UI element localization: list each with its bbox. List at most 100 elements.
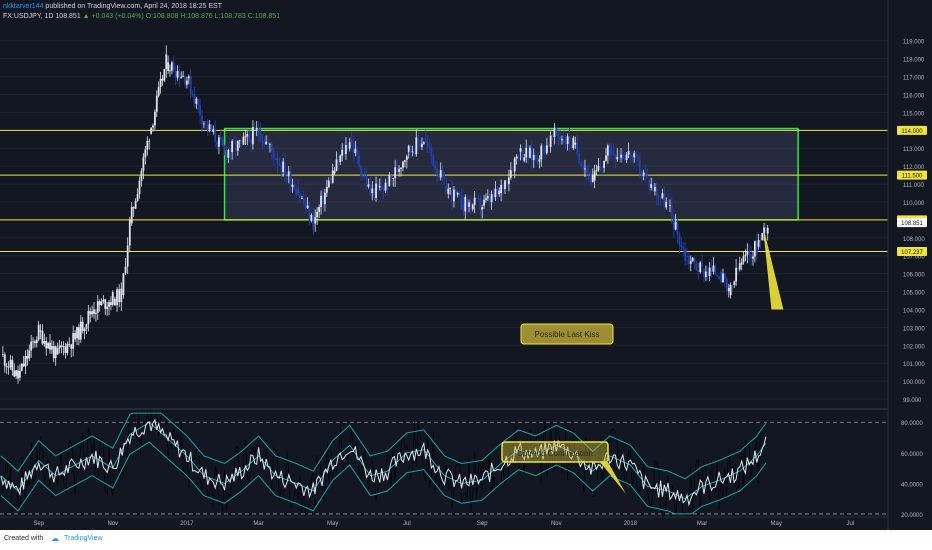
chart-background (0, 0, 932, 530)
candle-body (766, 227, 769, 234)
callout-possible-last-kiss[interactable]: Possible Last Kiss (520, 323, 614, 345)
candle-body (324, 192, 326, 205)
candle-body (81, 321, 84, 332)
candle-body (148, 140, 151, 142)
tradingview-link[interactable]: TradingView (64, 535, 103, 542)
candle-body (272, 151, 275, 159)
candle-body (278, 164, 281, 166)
candle-body (308, 205, 311, 221)
price-tick-label: 115.000 (903, 111, 925, 117)
candle-body (214, 129, 217, 142)
candle-body (371, 188, 374, 194)
candle-body (642, 172, 645, 176)
candle-body (193, 94, 196, 104)
candle-body (343, 149, 345, 154)
candle-body (304, 203, 307, 209)
candle-body (661, 193, 664, 199)
price-tick-label: 116.000 (903, 93, 925, 99)
candle-body (591, 175, 594, 183)
candle-body (477, 198, 480, 199)
time-tick-label: 2017 (180, 521, 194, 527)
candle-body (291, 184, 294, 188)
candle-body (227, 150, 230, 158)
price-tick-label: 103.000 (903, 326, 925, 332)
candle-body (521, 148, 524, 161)
time-tick-label: May (327, 521, 338, 527)
candle-body (210, 124, 213, 132)
candle-body (731, 284, 734, 286)
candle-body (627, 151, 630, 155)
candle-body (409, 145, 412, 152)
candle-body (56, 348, 59, 355)
candle-body (720, 271, 722, 283)
price-tick-label: 102.000 (903, 344, 925, 350)
price-tag-label: 108.851 (901, 221, 923, 227)
candle-body (665, 201, 668, 208)
candle-body (163, 69, 166, 81)
time-axis[interactable]: Sep Nov 2017 Mar May Jul Sep Nov 2018 Mar May Jul (0, 516, 888, 527)
candle-body (170, 62, 173, 71)
candle-body (727, 287, 730, 292)
candle-body (68, 343, 71, 345)
candle-body (716, 274, 719, 277)
candle-body (3, 354, 6, 366)
candle-body (511, 170, 514, 172)
candle-body (360, 166, 362, 176)
candle-body (580, 163, 582, 166)
candle-body (532, 155, 535, 160)
candle-body (132, 207, 135, 209)
candle-body (5, 365, 8, 367)
symbol-label[interactable]: FX:USDJPY, 1D (3, 13, 54, 20)
price-tag-bg (897, 246, 927, 256)
candle-body (601, 167, 604, 169)
price-levels (0, 129, 888, 252)
candle-body (159, 78, 162, 88)
candle-body (50, 346, 53, 350)
candle-body (263, 141, 266, 145)
last-price: 108.851 (55, 13, 81, 20)
candle-body (155, 95, 158, 112)
candle-body (157, 87, 160, 96)
candle-body (753, 241, 756, 257)
candle-body (142, 157, 145, 171)
candle-body (468, 202, 470, 207)
price-tick-label: 108.000 (903, 237, 925, 243)
candle-body (20, 363, 23, 371)
candle-body (605, 155, 607, 161)
callout-uptrend-continuation[interactable]: Uptrend Continuation (501, 441, 609, 463)
candle-body (274, 158, 277, 161)
candle-body (534, 155, 537, 159)
candle-body (18, 370, 21, 378)
candle-body (327, 180, 330, 188)
author-link[interactable]: nkktarver144 (3, 3, 44, 10)
candle-body (557, 133, 560, 137)
candle-body (108, 302, 110, 307)
candle-body (191, 93, 194, 95)
candle-body (52, 346, 55, 359)
candle-body (724, 273, 726, 279)
candle-body (301, 197, 303, 199)
candle-body (98, 301, 101, 306)
candle-body (320, 195, 322, 207)
candle-body (608, 145, 611, 157)
candle-body (128, 219, 131, 246)
trendline[interactable] (762, 225, 784, 310)
candle-body (15, 370, 18, 377)
candle-body (358, 155, 361, 167)
candle-body (506, 180, 508, 185)
time-tick-label: Sep (477, 521, 488, 527)
candle-body (110, 302, 112, 305)
candle-body (204, 121, 207, 123)
candle-body (152, 125, 154, 128)
candle-body (502, 184, 504, 190)
candle-body (134, 201, 137, 209)
candle-body (582, 165, 584, 170)
candle-body (699, 262, 702, 273)
candle-body (118, 289, 121, 303)
candle-body (257, 128, 260, 133)
candle-body (545, 145, 548, 154)
tradingview-chart[interactable]: Possible Last Kiss Uptrend Continuation … (0, 0, 932, 530)
candle-body (464, 196, 467, 212)
footer-bar: Created with ☁ TradingView (0, 530, 932, 550)
candle-body (475, 197, 478, 199)
